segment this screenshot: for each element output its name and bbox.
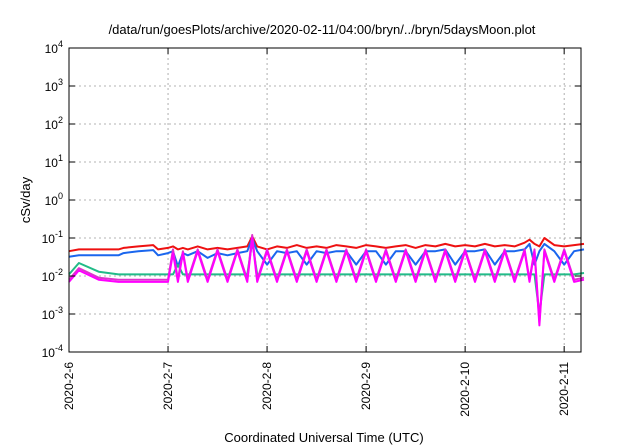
y-tick-exponent: 0: [58, 191, 63, 201]
y-tick-base: 10: [42, 232, 56, 246]
y-tick-base: 10: [42, 346, 56, 360]
y-tick-base: 10: [42, 308, 56, 322]
y-tick-label: 104: [45, 39, 63, 56]
y-tick-exponent: 2: [58, 115, 63, 125]
y-tick-exponent: 3: [58, 77, 63, 87]
y-tick-base: 10: [45, 80, 59, 94]
series-layer: [68, 234, 585, 327]
y-tick-base: 10: [45, 156, 59, 170]
y-tick-base: 10: [45, 42, 59, 56]
series-line-1: [68, 235, 585, 253]
y-tick-label: 101: [45, 153, 63, 170]
y-tick-exponent: -4: [55, 343, 63, 353]
x-tick-label: 2020-2-8: [260, 362, 274, 410]
x-tick-label: 2020-2-10: [458, 362, 472, 417]
y-tick-label: 103: [45, 77, 63, 94]
y-tick-exponent: -2: [55, 267, 63, 277]
grid: [69, 48, 581, 352]
y-tick-exponent: -3: [55, 305, 63, 315]
x-tick-label: 2020-2-7: [161, 362, 175, 410]
y-tick-label: 10-1: [42, 229, 63, 246]
y-axis-label: cSv/day: [18, 176, 33, 223]
series-line-5: [68, 237, 585, 327]
x-tick-label: 2020-2-11: [557, 362, 571, 416]
chart-title: /data/run/goesPlots/archive/2020-02-11/0…: [109, 22, 536, 37]
x-tick-label: 2020-2-9: [359, 362, 373, 410]
y-tick-exponent: -1: [55, 229, 63, 239]
y-tick-base: 10: [45, 194, 59, 208]
y-tick-label: 102: [45, 115, 63, 132]
y-tick-label: 10-4: [42, 343, 63, 360]
y-tick-label: 10-2: [42, 267, 63, 284]
y-tick-label: 100: [45, 191, 63, 208]
y-tick-exponent: 1: [58, 153, 63, 163]
x-tick-labels: 2020-2-6 2020-2-7 2020-2-8 2020-2-9 2020-2-1…: [62, 362, 571, 417]
y-tick-exponent: 4: [58, 39, 63, 49]
y-tick-base: 10: [45, 118, 59, 132]
y-tick-base: 10: [42, 270, 56, 284]
y-tick-label: 10-3: [42, 305, 63, 322]
x-axis-label: Coordinated Universal Time (UTC): [224, 430, 423, 445]
tick-marks: [68, 47, 581, 353]
x-tick-label: 2020-2-6: [62, 362, 76, 410]
